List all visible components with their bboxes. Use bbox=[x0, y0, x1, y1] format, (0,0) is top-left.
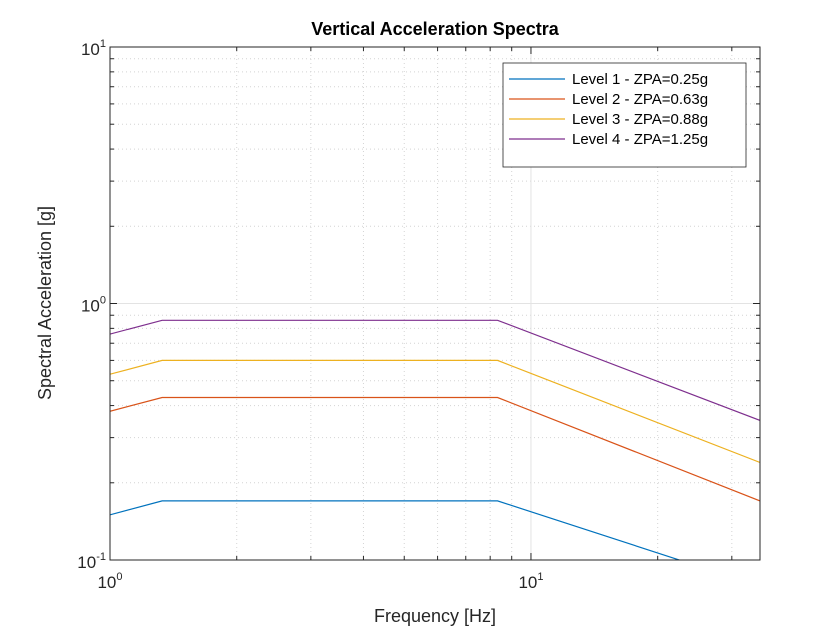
x-tick-label-base: 10 bbox=[518, 573, 537, 592]
y-tick-label: 101 bbox=[81, 38, 106, 59]
y-tick-label: 10-1 bbox=[77, 551, 106, 572]
axes bbox=[109, 46, 761, 561]
x-tick-label: 101 bbox=[518, 571, 543, 592]
x-tick-label-exponent: 1 bbox=[537, 571, 543, 583]
legend-box bbox=[502, 62, 747, 168]
x-tick-label-base: 10 bbox=[97, 573, 116, 592]
axes-box bbox=[109, 46, 761, 561]
legend-label-level-4: Level 4 - ZPA=1.25g bbox=[572, 131, 708, 148]
legend-label-level-1: Level 1 - ZPA=0.25g bbox=[572, 71, 708, 88]
y-axis-label: Spectral Acceleration [g] bbox=[35, 206, 55, 400]
y-tick-label-exponent: -1 bbox=[96, 551, 106, 563]
series-lines bbox=[110, 319, 760, 560]
legend-label-level-3: Level 3 - ZPA=0.88g bbox=[572, 111, 708, 128]
series-line-level-2 bbox=[110, 396, 760, 502]
series-line-level-4 bbox=[110, 319, 760, 422]
y-tick-label-base: 10 bbox=[81, 297, 100, 316]
y-tick-label-base: 10 bbox=[77, 553, 96, 572]
series-line-level-3 bbox=[110, 359, 760, 464]
series-line-level-1 bbox=[110, 500, 682, 560]
x-tick-label-exponent: 0 bbox=[116, 571, 122, 583]
x-tick-label: 100 bbox=[97, 571, 122, 592]
chart-title: Vertical Acceleration Spectra bbox=[311, 19, 559, 39]
x-axis-label: Frequency [Hz] bbox=[374, 606, 496, 626]
y-tick-label: 100 bbox=[81, 295, 106, 316]
legend: Level 1 - ZPA=0.25g Level 2 - ZPA=0.63g Le… bbox=[502, 62, 747, 168]
y-tick-label-exponent: 1 bbox=[100, 38, 106, 50]
y-tick-label-exponent: 0 bbox=[100, 295, 106, 307]
y-tick-label-base: 10 bbox=[81, 40, 100, 59]
legend-label-level-2: Level 2 - ZPA=0.63g bbox=[572, 91, 708, 108]
